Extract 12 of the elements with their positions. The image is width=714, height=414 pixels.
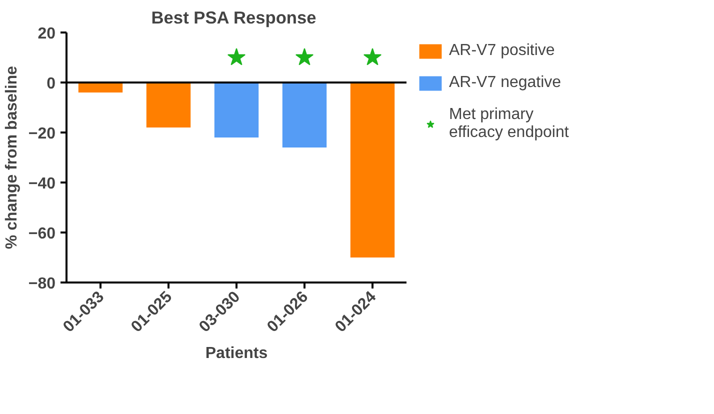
- y-axis-title: % change from baseline: [3, 66, 20, 250]
- legend-label: AR-V7 negative: [449, 74, 562, 92]
- chart-title: Best PSA Response: [151, 8, 317, 28]
- legend-label: Met primary efficacy endpoint: [449, 106, 569, 142]
- y-tick-label: −60: [28, 226, 56, 242]
- x-axis-title: Patients: [205, 345, 268, 362]
- legend-label: AR-V7 positive: [449, 42, 555, 60]
- y-tick-label: −80: [28, 276, 56, 292]
- y-tick-label: 20: [38, 26, 56, 42]
- y-tick-label: 0: [46, 76, 56, 92]
- y-tick-label: −40: [28, 176, 56, 192]
- y-tick-label: −20: [28, 126, 56, 142]
